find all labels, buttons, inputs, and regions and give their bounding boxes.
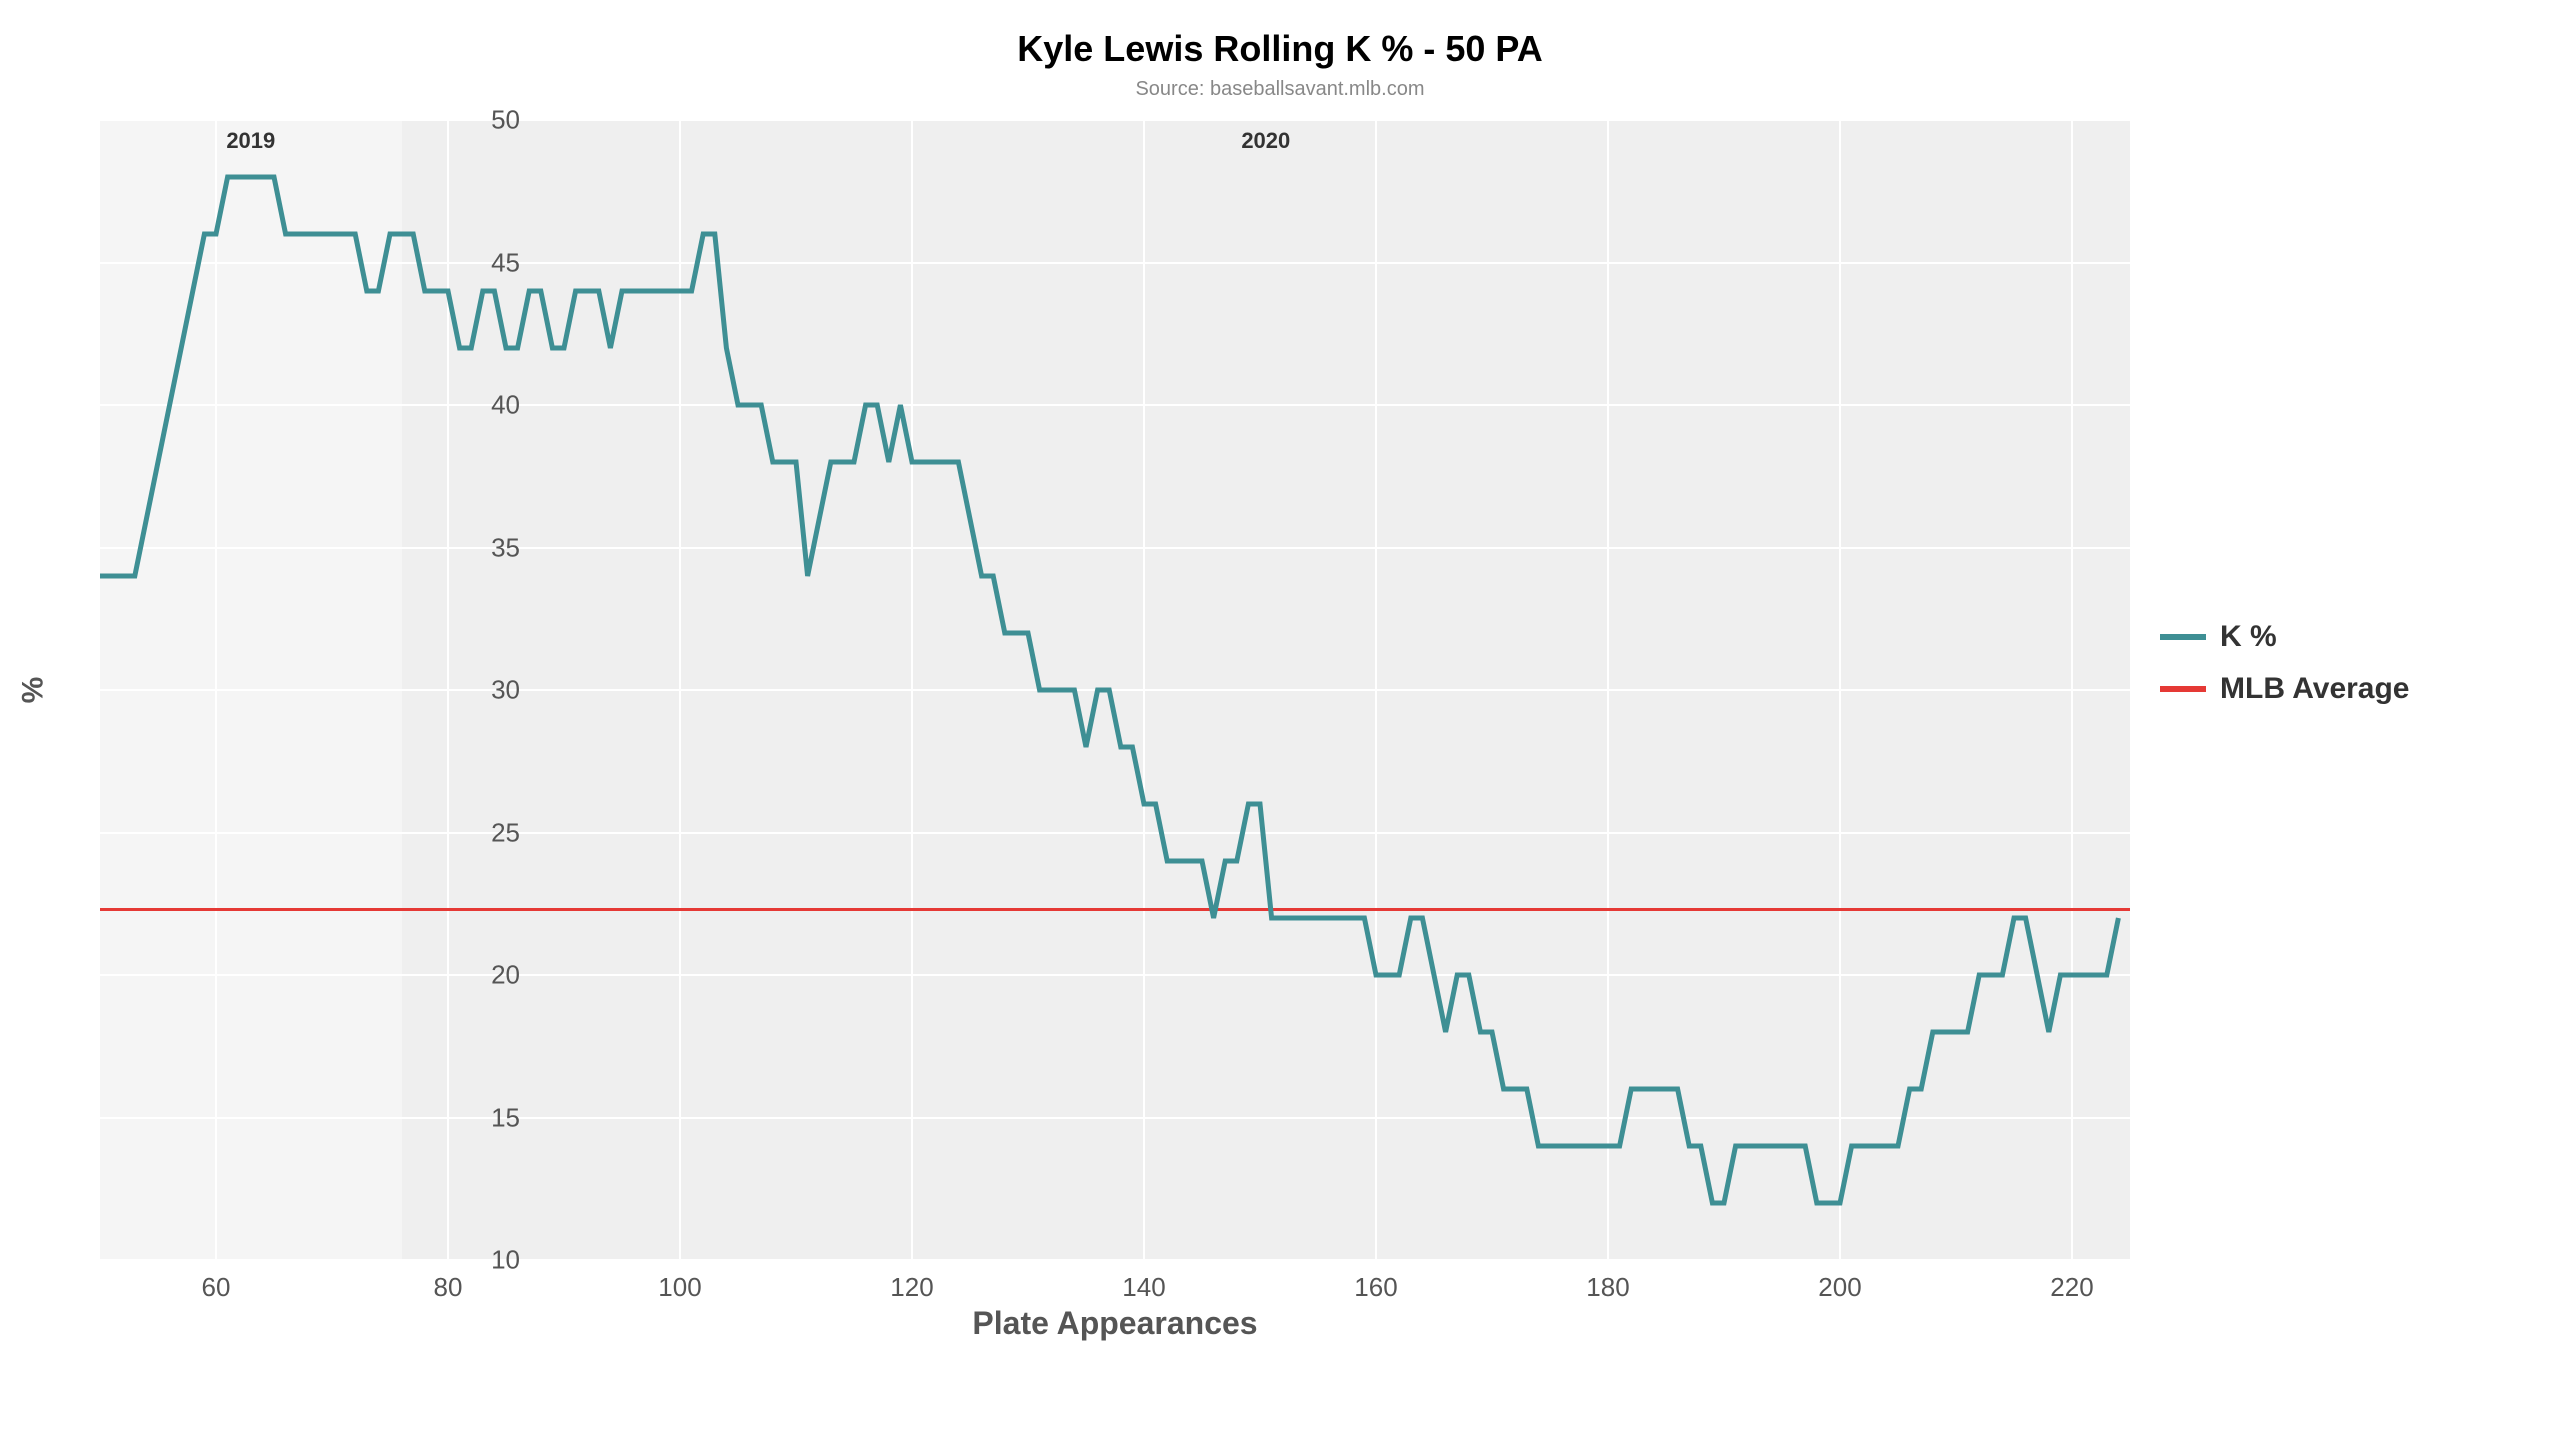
y-axis-label: % <box>16 677 50 704</box>
plot-area: 20192020 <box>100 120 2130 1260</box>
x-tick-label: 220 <box>2032 1272 2112 1303</box>
x-tick-label: 160 <box>1336 1272 1416 1303</box>
x-tick-label: 120 <box>872 1272 952 1303</box>
x-tick-label: 200 <box>1800 1272 1880 1303</box>
k-percent-series <box>100 120 2130 1260</box>
legend-swatch <box>2160 686 2206 692</box>
x-tick-label: 60 <box>176 1272 256 1303</box>
y-tick-label: 25 <box>460 817 520 848</box>
x-tick-label: 100 <box>640 1272 720 1303</box>
y-tick-label: 15 <box>460 1102 520 1133</box>
chart-subtitle: Source: baseballsavant.mlb.com <box>0 78 2560 101</box>
y-tick-label: 45 <box>460 247 520 278</box>
y-tick-label: 30 <box>460 675 520 706</box>
y-tick-label: 20 <box>460 960 520 991</box>
x-tick-label: 180 <box>1568 1272 1648 1303</box>
y-tick-label: 10 <box>460 1245 520 1276</box>
legend-label: MLB Average <box>2220 672 2410 706</box>
chart-title: Kyle Lewis Rolling K % - 50 PA <box>0 28 2560 70</box>
x-tick-label: 80 <box>408 1272 488 1303</box>
legend-swatch <box>2160 634 2206 640</box>
legend-item: K % <box>2160 620 2410 654</box>
legend-item: MLB Average <box>2160 672 2410 706</box>
y-tick-label: 50 <box>460 105 520 136</box>
legend-label: K % <box>2220 620 2277 654</box>
y-tick-label: 35 <box>460 532 520 563</box>
y-tick-label: 40 <box>460 390 520 421</box>
chart-container: Kyle Lewis Rolling K % - 50 PA Source: b… <box>0 0 2560 1440</box>
legend: K % MLB Average <box>2160 620 2410 724</box>
x-axis-label: Plate Appearances <box>100 1305 2130 1342</box>
x-tick-label: 140 <box>1104 1272 1184 1303</box>
